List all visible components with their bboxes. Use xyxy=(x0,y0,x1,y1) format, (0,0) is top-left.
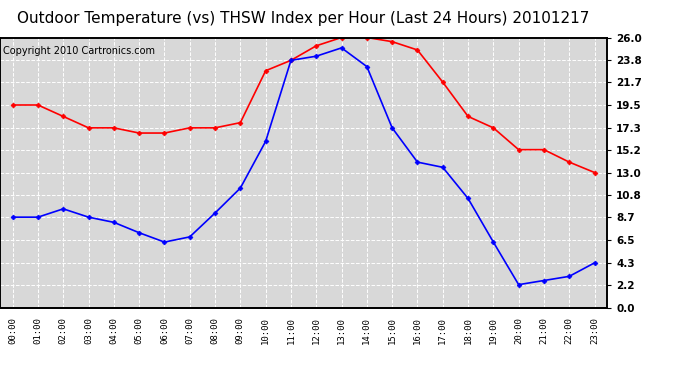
Text: 01:00: 01:00 xyxy=(33,317,43,344)
Text: Outdoor Temperature (vs) THSW Index per Hour (Last 24 Hours) 20101217: Outdoor Temperature (vs) THSW Index per … xyxy=(17,11,590,26)
Text: 07:00: 07:00 xyxy=(185,317,195,344)
Text: 17:00: 17:00 xyxy=(438,317,447,344)
Text: 10:00: 10:00 xyxy=(261,317,270,344)
Text: 16:00: 16:00 xyxy=(413,317,422,344)
Text: 23:00: 23:00 xyxy=(590,317,599,344)
Text: 08:00: 08:00 xyxy=(210,317,219,344)
Text: 21:00: 21:00 xyxy=(540,317,549,344)
Text: 11:00: 11:00 xyxy=(286,317,295,344)
Text: 06:00: 06:00 xyxy=(160,317,169,344)
Text: 09:00: 09:00 xyxy=(236,317,245,344)
Text: 14:00: 14:00 xyxy=(362,317,371,344)
Text: 00:00: 00:00 xyxy=(8,317,17,344)
Text: 02:00: 02:00 xyxy=(59,317,68,344)
Text: 22:00: 22:00 xyxy=(564,317,574,344)
Text: 05:00: 05:00 xyxy=(135,317,144,344)
Text: 15:00: 15:00 xyxy=(388,317,397,344)
Text: 13:00: 13:00 xyxy=(337,317,346,344)
Text: 19:00: 19:00 xyxy=(489,317,498,344)
Text: 12:00: 12:00 xyxy=(312,317,321,344)
Text: 18:00: 18:00 xyxy=(464,317,473,344)
Text: 20:00: 20:00 xyxy=(514,317,523,344)
Text: Copyright 2010 Cartronics.com: Copyright 2010 Cartronics.com xyxy=(3,46,155,56)
Text: 04:00: 04:00 xyxy=(109,317,119,344)
Text: 03:00: 03:00 xyxy=(84,317,93,344)
